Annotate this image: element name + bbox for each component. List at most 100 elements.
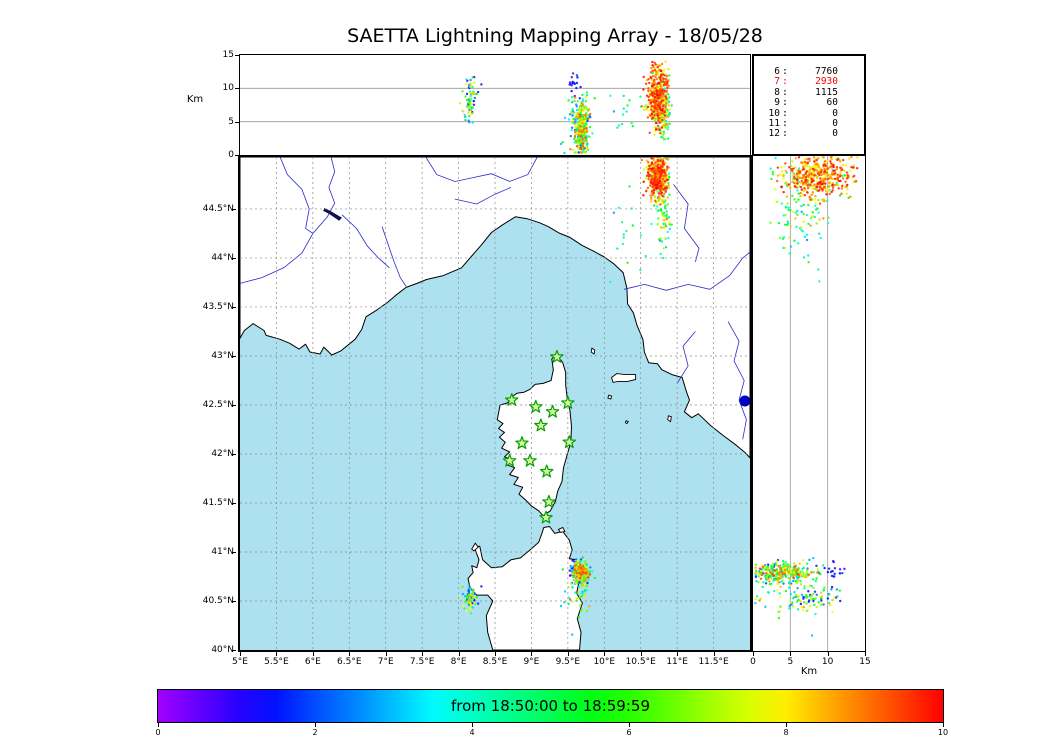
station-star-icon [539, 510, 553, 524]
river [727, 321, 747, 440]
page-title: SAETTA Lightning Mapping Array - 18/05/2… [347, 25, 763, 47]
top-lightning-points [458, 60, 673, 155]
station-star-icon [542, 494, 556, 508]
river [623, 251, 750, 291]
source-count-row: 7: 2930 [758, 76, 858, 88]
tick-mark [531, 652, 533, 656]
river [240, 157, 336, 284]
colorbar: from 18:50:00 to 18:59:59 [157, 689, 944, 723]
tick-mark [235, 155, 239, 156]
tick-mark [567, 652, 569, 656]
map-panel [238, 155, 752, 652]
source-count-row: 12: 0 [758, 128, 858, 140]
source-count-cell: : [782, 76, 788, 88]
island [607, 394, 613, 400]
tick-mark [385, 652, 387, 656]
source-count-cell: 7 [774, 76, 780, 88]
lat-tick-label: 40.5°N [202, 595, 234, 606]
lon-tick-label: 6.5°E [337, 657, 362, 667]
altitude-tick-label: 15 [222, 50, 234, 60]
top-panel-ylabel: Km [186, 94, 204, 105]
lon-tick-label: 9°E [523, 657, 540, 667]
altitude-tick-label: 15 [859, 657, 871, 667]
altitude-tick-label: 0 [750, 657, 756, 667]
station-star-icon [505, 393, 519, 406]
tick-mark [312, 652, 314, 656]
source-count-cell: : [782, 107, 788, 119]
source-count-row: 9: 60 [758, 97, 858, 109]
tick-mark [786, 723, 787, 727]
tick-mark [943, 723, 944, 727]
tick-mark [276, 652, 278, 656]
tick-mark [232, 306, 236, 308]
station-star-icon [562, 435, 577, 449]
map-canvas [240, 157, 750, 650]
source-count-cell: 60 [826, 97, 838, 109]
island [471, 542, 479, 552]
source-count-cell: 0 [832, 128, 838, 140]
source-count-row: 10: 0 [758, 107, 858, 119]
lon-tick-label: 11.5°E [698, 657, 729, 667]
tick-mark [232, 355, 236, 357]
altitude-longitude-panel [239, 54, 751, 156]
river [425, 157, 538, 182]
island [624, 420, 629, 425]
station-star-icon [534, 418, 548, 432]
right-panel-xlabel: Km [800, 666, 818, 677]
tick-mark [865, 652, 866, 656]
tick-mark [235, 88, 239, 90]
lon-tick-label: 8°E [450, 657, 467, 667]
altitude-tick-label: 0 [228, 150, 234, 160]
station-star-icon [529, 399, 543, 413]
map-lightning-points [458, 157, 673, 636]
tick-mark [640, 652, 642, 656]
tick-mark [753, 652, 754, 656]
tick-mark [827, 652, 829, 656]
lon-tick-label: 5°E [232, 657, 248, 667]
station-star-icon [550, 349, 564, 363]
colorbar-gradient [158, 690, 943, 722]
tick-mark [458, 652, 460, 656]
tick-mark [232, 208, 236, 210]
tick-mark [232, 257, 236, 259]
tick-mark [232, 453, 236, 455]
source-count-cell: 0 [832, 118, 838, 130]
island [590, 347, 596, 355]
source-count-cell: 10 [768, 107, 780, 119]
island [667, 415, 672, 423]
source-count-row: 11: 0 [758, 118, 858, 130]
river [673, 184, 700, 263]
source-count-cell: 7760 [815, 66, 838, 77]
source-count-cell: : [782, 128, 788, 140]
station-star-icon [561, 395, 575, 409]
source-count-rows: 6: 7760 7: 2930 8: 1115 9: 60 10: 0 11: 0 12: 0 [758, 66, 858, 140]
source-count-cell: : [782, 66, 788, 77]
colorbar-tick-label: 0 [155, 728, 161, 737]
tick-mark [713, 652, 715, 656]
tick-mark [790, 652, 792, 656]
lat-tick-label: 41°N [211, 546, 234, 557]
source-count-cell: 9 [774, 97, 780, 109]
source-count-cell: : [782, 86, 788, 98]
station-star-icon [515, 436, 529, 450]
tick-mark [232, 600, 236, 602]
altitude-latitude-panel [752, 155, 866, 652]
tick-mark [604, 652, 606, 656]
colorbar-tick-label: 10 [937, 728, 949, 737]
lon-tick-label: 7°E [377, 657, 394, 667]
river [341, 214, 390, 269]
tick-mark [495, 652, 496, 656]
tick-mark [629, 723, 630, 727]
tick-mark [158, 723, 159, 727]
tick-mark [232, 650, 236, 651]
station-star-icon [539, 464, 554, 478]
lat-tick-label: 41.5°N [202, 497, 234, 508]
altitude-tick-label: 5 [787, 657, 794, 667]
lat-tick-label: 44°N [211, 252, 234, 263]
altitude-tick-label: 10 [821, 657, 834, 667]
blue-marker [739, 395, 750, 407]
lat-tick-label: 44.5°N [202, 203, 234, 214]
colorbar-tick-label: 4 [469, 728, 475, 737]
source-count-cell: 12 [768, 128, 780, 140]
